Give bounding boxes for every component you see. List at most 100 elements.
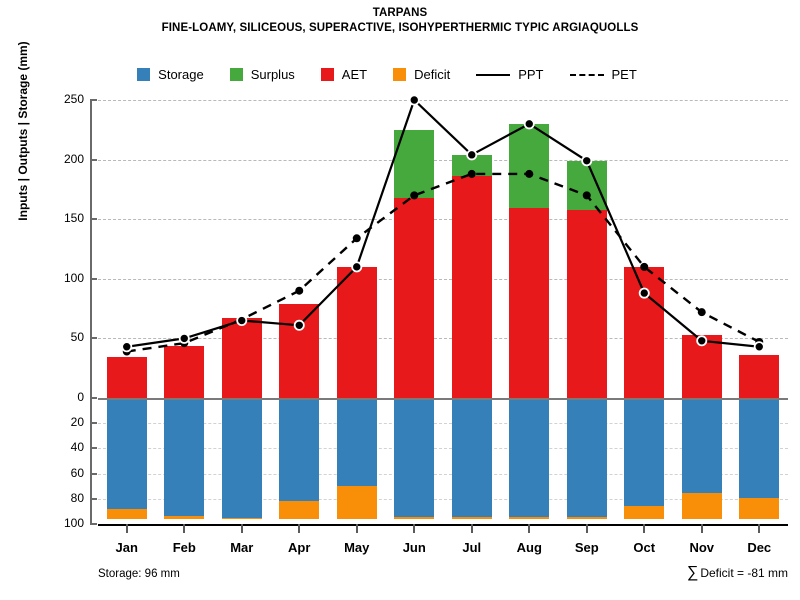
y-label-upper-150: 150 [63, 211, 84, 226]
chart-title-secondary: FINE-LOAMY, SILICEOUS, SUPERACTIVE, ISOH… [161, 22, 639, 34]
sigma-symbol: ∑ [686, 564, 699, 581]
bar-upper-dec[interactable] [739, 355, 780, 398]
legend-label-aet: AET [341, 67, 368, 82]
y-tick-lower-40 [90, 447, 97, 450]
bar-lower-sep[interactable] [566, 398, 607, 519]
y-label-lower-80: 80 [70, 490, 84, 505]
segment-storage-may [336, 398, 377, 487]
x-label-jan: Jan [115, 540, 138, 555]
x-label-mar: Mar [230, 540, 254, 555]
marker-ppt-feb [178, 332, 190, 344]
bar-lower-aug[interactable] [509, 398, 550, 519]
line-series-layer [121, 94, 765, 356]
bar-upper-feb[interactable] [164, 345, 205, 398]
y-tick-upper-0 [90, 397, 97, 399]
segment-storage-apr [279, 398, 320, 502]
x-label-feb: Feb [172, 540, 196, 555]
chart-title-primary: TARPANS [372, 7, 428, 19]
y-tick-lower-20 [90, 422, 97, 425]
bar-lower-oct[interactable] [624, 398, 665, 519]
bar-lower-jan[interactable] [106, 398, 147, 519]
bar-lower-nov[interactable] [681, 398, 722, 519]
x-label-sep: Sep [574, 540, 599, 555]
legend-item-surplus[interactable]: Surplus [229, 68, 321, 81]
bar-upper-mar[interactable] [221, 318, 262, 398]
segment-storage-dec [739, 398, 780, 498]
x-tick-dec [758, 524, 761, 533]
segment-aet-dec [739, 355, 780, 398]
marker-ppt-mar [236, 315, 248, 327]
bar-upper-jul[interactable] [451, 154, 492, 398]
segment-storage-aug [509, 398, 550, 519]
bar-lower-jun[interactable] [394, 398, 435, 519]
x-label-dec: Dec [747, 540, 772, 555]
line-ppt [126, 98, 760, 348]
y-tick-upper-50 [90, 337, 97, 340]
marker-ppt-apr [293, 319, 305, 331]
marker-ppt-sep [581, 155, 593, 167]
x-tick-feb [183, 524, 186, 533]
legend-item-deficit[interactable]: Deficit [393, 68, 476, 81]
bar-upper-may[interactable] [336, 266, 377, 398]
x-tick-apr [298, 524, 301, 533]
bar-upper-jan[interactable] [106, 357, 147, 398]
y-tick-upper-200 [90, 158, 97, 161]
bar-lower-dec[interactable] [739, 398, 780, 519]
x-label-may: May [344, 540, 370, 555]
segment-aet-may [336, 266, 377, 398]
marker-ppt-oct [638, 287, 650, 299]
x-tick-aug [528, 524, 531, 533]
marker-pet-aug [525, 169, 534, 178]
bar-upper-jun[interactable] [394, 129, 435, 398]
marker-ppt-may [351, 261, 363, 273]
bar-lower-may[interactable] [336, 398, 377, 519]
bar-lower-jul[interactable] [451, 398, 492, 519]
square-swatch [137, 68, 151, 81]
y-label-upper-0: 0 [77, 390, 84, 404]
y-label-lower-60: 60 [70, 465, 84, 480]
bar-upper-sep[interactable] [566, 160, 607, 398]
y-tick-upper-250 [90, 99, 97, 101]
x-label-oct: Oct [633, 540, 656, 555]
marker-ppt-dec [753, 341, 765, 353]
x-label-jun: Jun [402, 540, 426, 555]
square-swatch [229, 68, 243, 81]
y-label-upper-250: 250 [63, 92, 84, 106]
chart-legend: Storage Surplus AET Deficit PPT PET [0, 68, 800, 81]
segment-deficit-baseline-sep [566, 516, 607, 519]
bar-lower-feb[interactable] [164, 398, 205, 519]
chart-title-block: TARPANS FINE-LOAMY, SILICEOUS, SUPERACTI… [0, 6, 800, 36]
x-tick-mar [240, 524, 243, 533]
marker-pet-apr [295, 286, 304, 295]
marker-ppt-jul [466, 149, 478, 161]
x-label-jul: Jul [462, 540, 482, 555]
segment-aet-jun [394, 197, 435, 398]
segment-deficit-mar [221, 517, 262, 520]
upper-panel-inputs-outputs [98, 94, 788, 398]
legend-item-pet[interactable]: PET [569, 68, 663, 81]
bar-lower-apr[interactable] [279, 398, 320, 519]
segment-storage-sep [566, 398, 607, 519]
lower-panel-storage-deficit [98, 398, 788, 525]
legend-item-storage[interactable]: Storage [137, 68, 230, 81]
segment-surplus-jul [451, 154, 492, 177]
legend-item-ppt[interactable]: PPT [476, 68, 569, 81]
bar-upper-apr[interactable] [279, 303, 320, 398]
zero-axis-line [98, 398, 788, 400]
bar-lower-mar[interactable] [221, 398, 262, 520]
marker-pet-sep [582, 191, 591, 200]
marker-pet-jun [410, 191, 419, 200]
y-tick-upper-150 [90, 218, 97, 221]
y-tick-upper-100 [90, 277, 97, 280]
y-label-upper-200: 200 [63, 151, 84, 166]
segment-deficit-jan [106, 508, 147, 519]
total-deficit-text: Deficit = -81 mm [700, 566, 788, 580]
legend-item-aet[interactable]: AET [320, 67, 393, 82]
bottom-axis-line [98, 524, 788, 526]
segment-storage-jan [106, 398, 147, 509]
x-tick-sep [585, 524, 588, 533]
bar-upper-aug[interactable] [509, 123, 550, 398]
total-deficit-note: ∑ Deficit = -81 mm [686, 564, 788, 581]
solid-line-swatch [476, 68, 511, 81]
segment-deficit-apr [279, 501, 320, 519]
